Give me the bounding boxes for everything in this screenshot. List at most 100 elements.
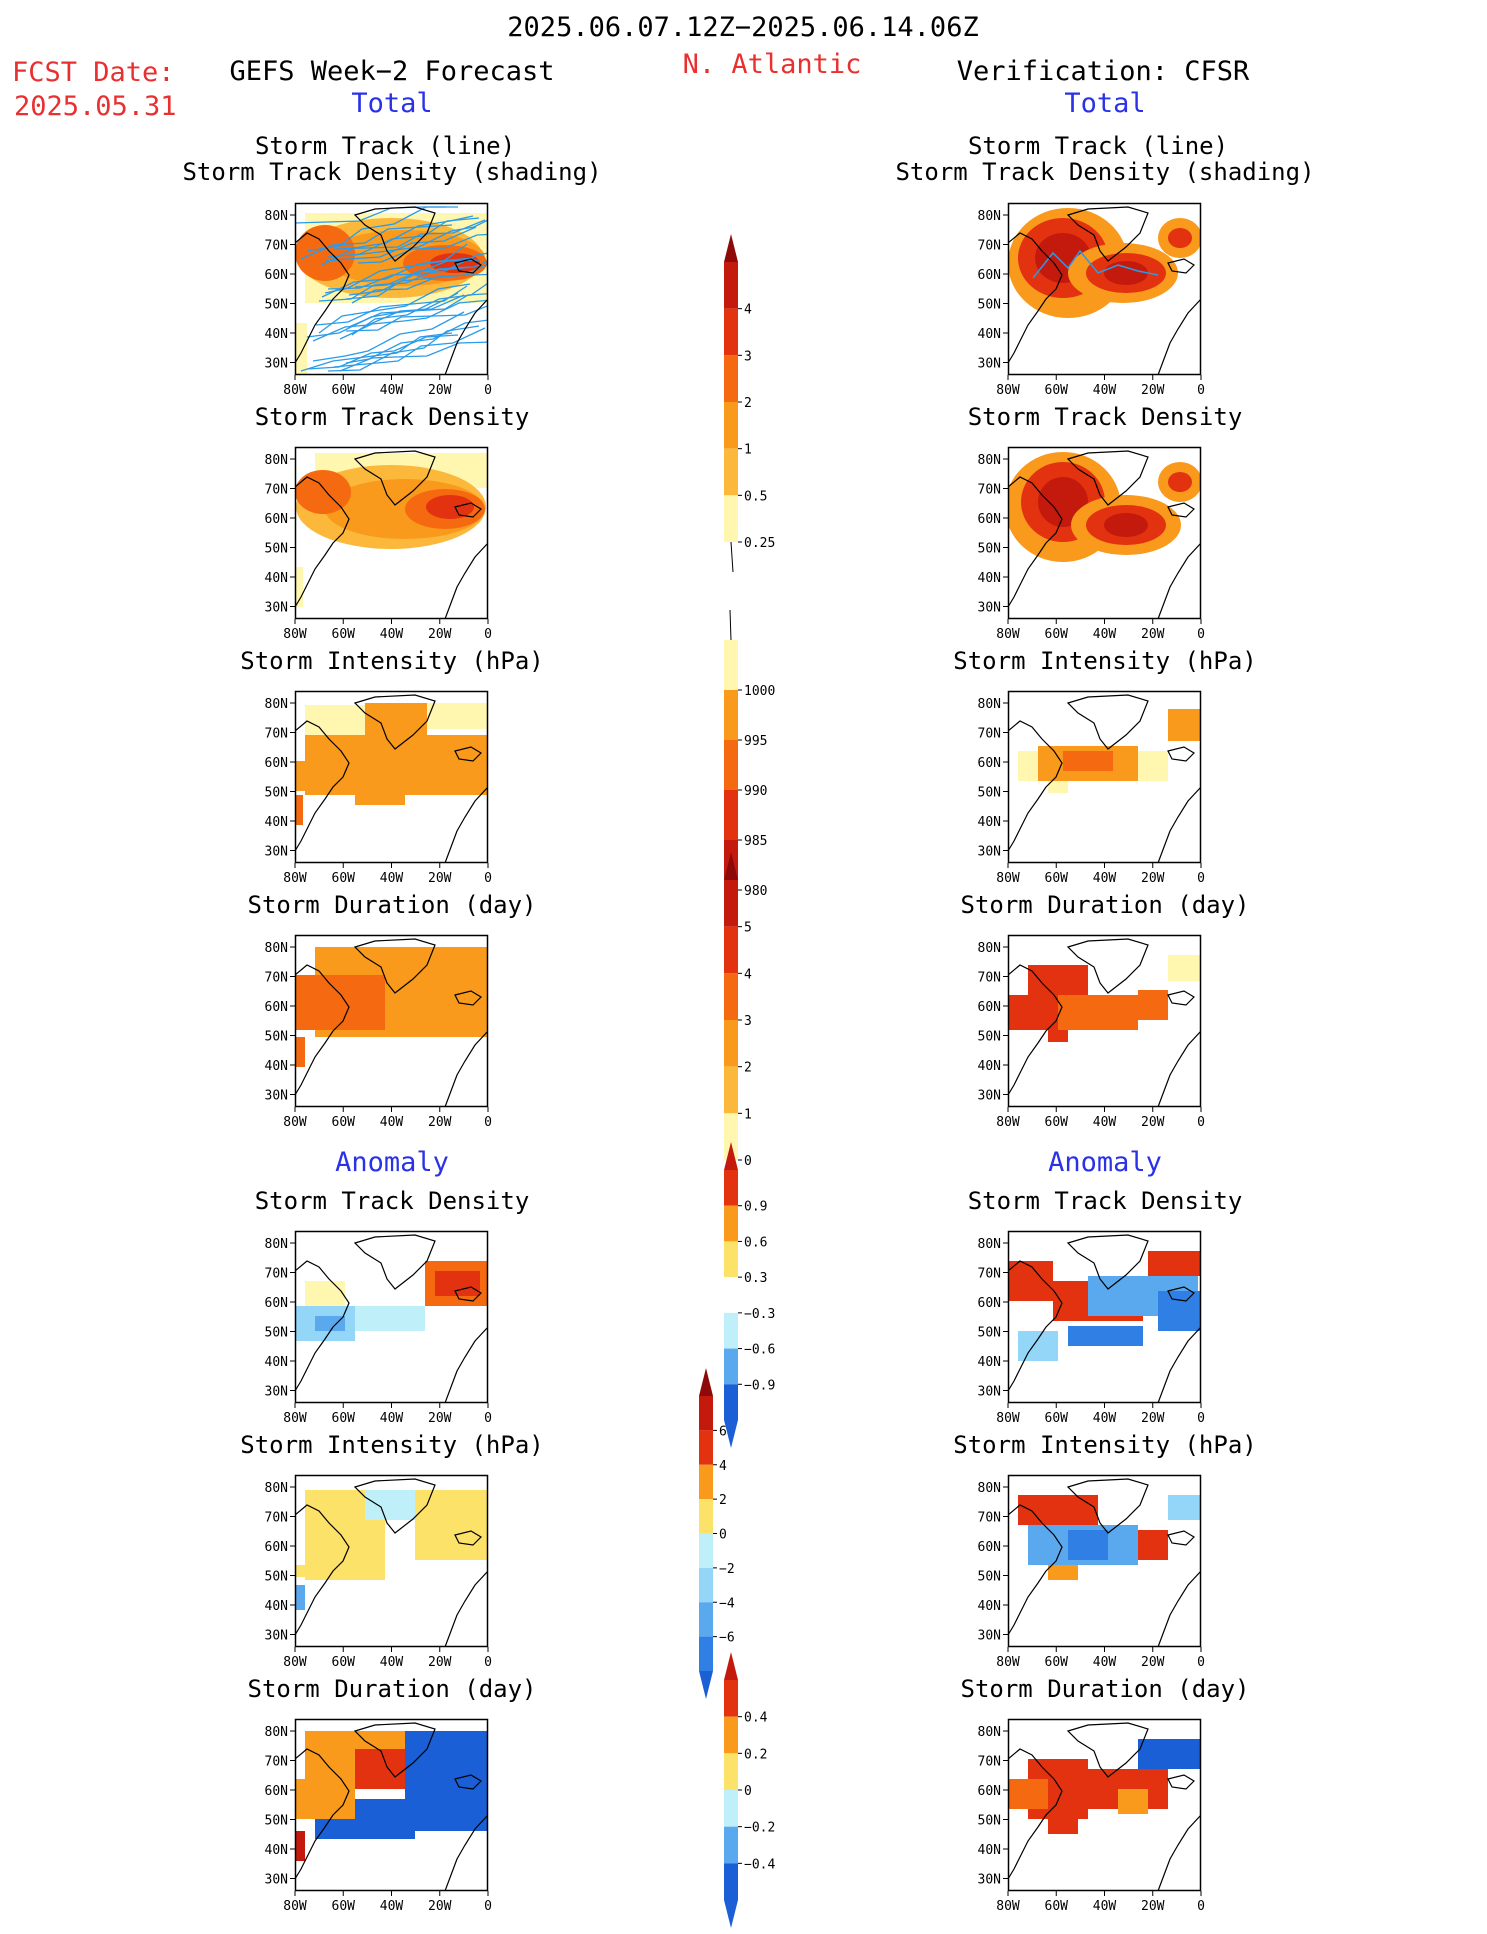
lat-tick-label: 40N [265, 1843, 288, 1858]
colorbar-segment [699, 1567, 713, 1603]
shaded-cell [1063, 751, 1113, 771]
lon-tick-label: 40W [380, 1411, 404, 1426]
coastline [1008, 450, 1201, 619]
lon-tick-label: 60W [1045, 383, 1069, 398]
lat-tick-label: 80N [265, 697, 288, 712]
storm-track-line [357, 233, 488, 264]
europe-coast [444, 1814, 488, 1891]
colorbar-label: 0 [744, 1154, 752, 1169]
colorbar-top-arrow [724, 1652, 738, 1680]
colorbar-segment [724, 1020, 738, 1067]
lat-tick-label: 40N [978, 571, 1001, 586]
shaded-cell [1118, 1789, 1148, 1814]
shading-layer [295, 1490, 488, 1610]
coastline [295, 938, 488, 1107]
colorbar-label: 1 [744, 443, 752, 458]
coastline [1008, 694, 1201, 863]
europe-coast [1157, 1326, 1201, 1403]
colorbar-top-arrow [699, 1368, 713, 1396]
title-r1-line: Storm Track (line) [967, 132, 1229, 160]
lat-tick-label: 30N [978, 845, 1001, 860]
lat-tick-label: 80N [265, 453, 288, 468]
colorbar-bottom-arrow [699, 1671, 713, 1699]
shaded-cell [1148, 1251, 1201, 1276]
title-r4: Storm Duration (day) [960, 891, 1250, 919]
shaded-cell [295, 1585, 305, 1610]
iceland-coast [1167, 1530, 1195, 1546]
storm-track-line [321, 257, 474, 298]
left-anomaly-label: Anomaly [335, 1147, 449, 1178]
coastline [1008, 1722, 1201, 1891]
right-column-title: Verification: CFSR [956, 56, 1250, 87]
coastline [295, 450, 488, 619]
map-r1-track-density: 80N 70N 60N 50N 40N 30N 80W 60W 40W 20W 0 [964, 193, 1207, 403]
lat-tick-label: 60N [265, 512, 288, 527]
map-l2-density: 80N 70N 60N 50N 40N 30N 80W 60W 40W 20W 0 [251, 437, 494, 647]
lon-tick-label: 80W [283, 1899, 307, 1914]
lat-tick-label: 40N [978, 1599, 1001, 1614]
greenland-coast [353, 1234, 436, 1290]
right-anomaly-label: Anomaly [1048, 1147, 1162, 1178]
lat-tick-label: 60N [265, 1784, 288, 1799]
lon-tick-label: 80W [996, 1655, 1020, 1670]
colorbar-label: 995 [744, 734, 767, 749]
iceland-coast [454, 258, 482, 274]
colorbar-label: 0.3 [744, 1271, 767, 1286]
lon-tick-label: 60W [1045, 627, 1069, 642]
map-r4-duration: 80N 70N 60N 50N 40N 30N 80W 60W 40W 20W 0 [964, 925, 1207, 1135]
colorbar-top-arrow [724, 852, 738, 880]
lon-tick-label: 40W [1093, 1655, 1117, 1670]
lat-tick-label: 30N [265, 845, 288, 860]
lon-tick-label: 0 [1197, 627, 1205, 642]
shaded-cell [1008, 995, 1058, 1030]
shaded-cell [295, 761, 345, 791]
map-frame [294, 1230, 489, 1404]
colorbar-segment [724, 1716, 738, 1754]
colorbar-label: 6 [719, 1424, 727, 1439]
storm-track-line [327, 217, 480, 258]
lat-tick-label: 70N [978, 239, 1001, 254]
map-l3-intensity: 80N 70N 60N 50N 40N 30N 80W 60W 40W 20W 0 [251, 681, 494, 891]
coastline [1008, 1234, 1201, 1403]
colorbar-segment [724, 1066, 738, 1114]
north-america-coast [1008, 964, 1063, 1096]
map-frame [294, 1474, 489, 1648]
lon-tick-label: 0 [1197, 871, 1205, 886]
lat-tick-label: 30N [978, 1873, 1001, 1888]
lat-tick-label: 50N [978, 1326, 1001, 1341]
shaded-cell [427, 703, 488, 729]
lon-tick-label: 0 [484, 627, 492, 642]
lon-tick-label: 40W [1093, 627, 1117, 642]
colorbar-label: −0.6 [744, 1343, 775, 1358]
lon-tick-label: 0 [1197, 1115, 1205, 1130]
lat-tick-label: 30N [265, 1629, 288, 1644]
shaded-cell [305, 705, 365, 735]
lon-tick-label: 20W [428, 1115, 452, 1130]
lat-tick-label: 40N [265, 1599, 288, 1614]
lon-tick-label: 20W [428, 871, 452, 886]
lat-tick-label: 70N [978, 483, 1001, 498]
lat-tick-label: 60N [978, 1000, 1001, 1015]
map-frame [1007, 1230, 1202, 1404]
lon-tick-label: 20W [428, 383, 452, 398]
colorbar-label: 985 [744, 834, 767, 849]
colorbar-label: 0.4 [744, 1711, 768, 1726]
lat-tick-label: 30N [265, 1385, 288, 1400]
north-america-coast [1008, 232, 1063, 364]
storm-track-line [318, 283, 471, 334]
lat-tick-label: 80N [265, 1725, 288, 1740]
colorbar-label: 0.2 [744, 1747, 767, 1762]
lat-tick-label: 80N [978, 1481, 1001, 1496]
lat-tick-label: 50N [265, 1326, 288, 1341]
lon-tick-label: 60W [332, 1115, 356, 1130]
lon-tick-label: 80W [996, 1899, 1020, 1914]
iceland-coast [1167, 502, 1195, 518]
shaded-cell [1008, 1261, 1053, 1301]
shaded-cell [1008, 1779, 1048, 1809]
greenland-coast [1066, 450, 1149, 506]
storm-track-line [327, 259, 480, 290]
lat-tick-label: 80N [978, 1237, 1001, 1252]
colorbar-label: 980 [744, 884, 767, 899]
title-l4: Storm Duration (day) [247, 891, 537, 919]
colorbar-segment [724, 1790, 738, 1827]
